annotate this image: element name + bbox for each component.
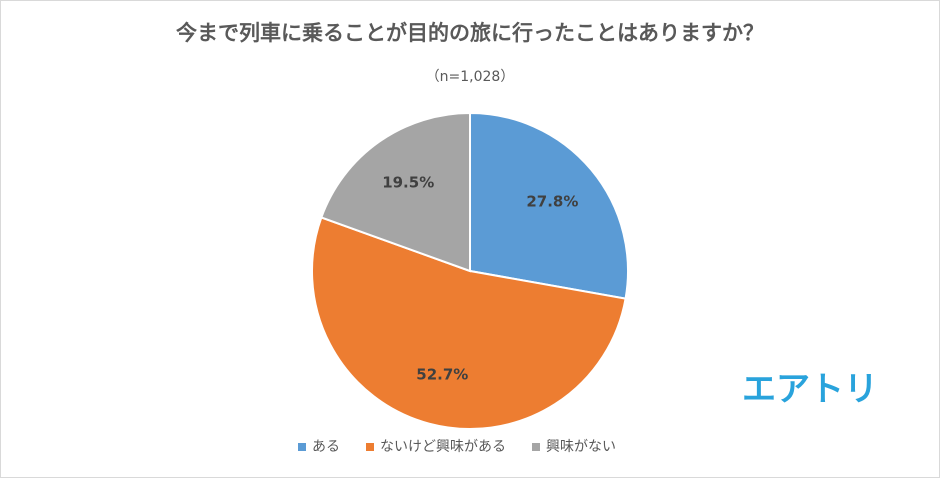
chart-subtitle: （n=1,028） [426, 69, 515, 85]
legend-label: ないけど興味がある [380, 439, 506, 455]
legend-swatch [298, 443, 306, 451]
legend-swatch [366, 443, 374, 451]
legend-label: 興味がない [546, 439, 616, 455]
pie-slice [469, 111, 629, 300]
chart-title: 今まで列車に乗ることが目的の旅に行ったことはありますか？ [176, 21, 764, 45]
pie-slice [311, 216, 627, 430]
legend-label: ある [312, 439, 340, 455]
logo: エアトリ [742, 370, 878, 410]
data-label: 52.7% [416, 365, 468, 383]
data-label: 27.8% [526, 192, 578, 210]
legend-swatch [532, 443, 540, 451]
pie-slice [320, 111, 471, 273]
data-label: 19.5% [382, 174, 434, 192]
